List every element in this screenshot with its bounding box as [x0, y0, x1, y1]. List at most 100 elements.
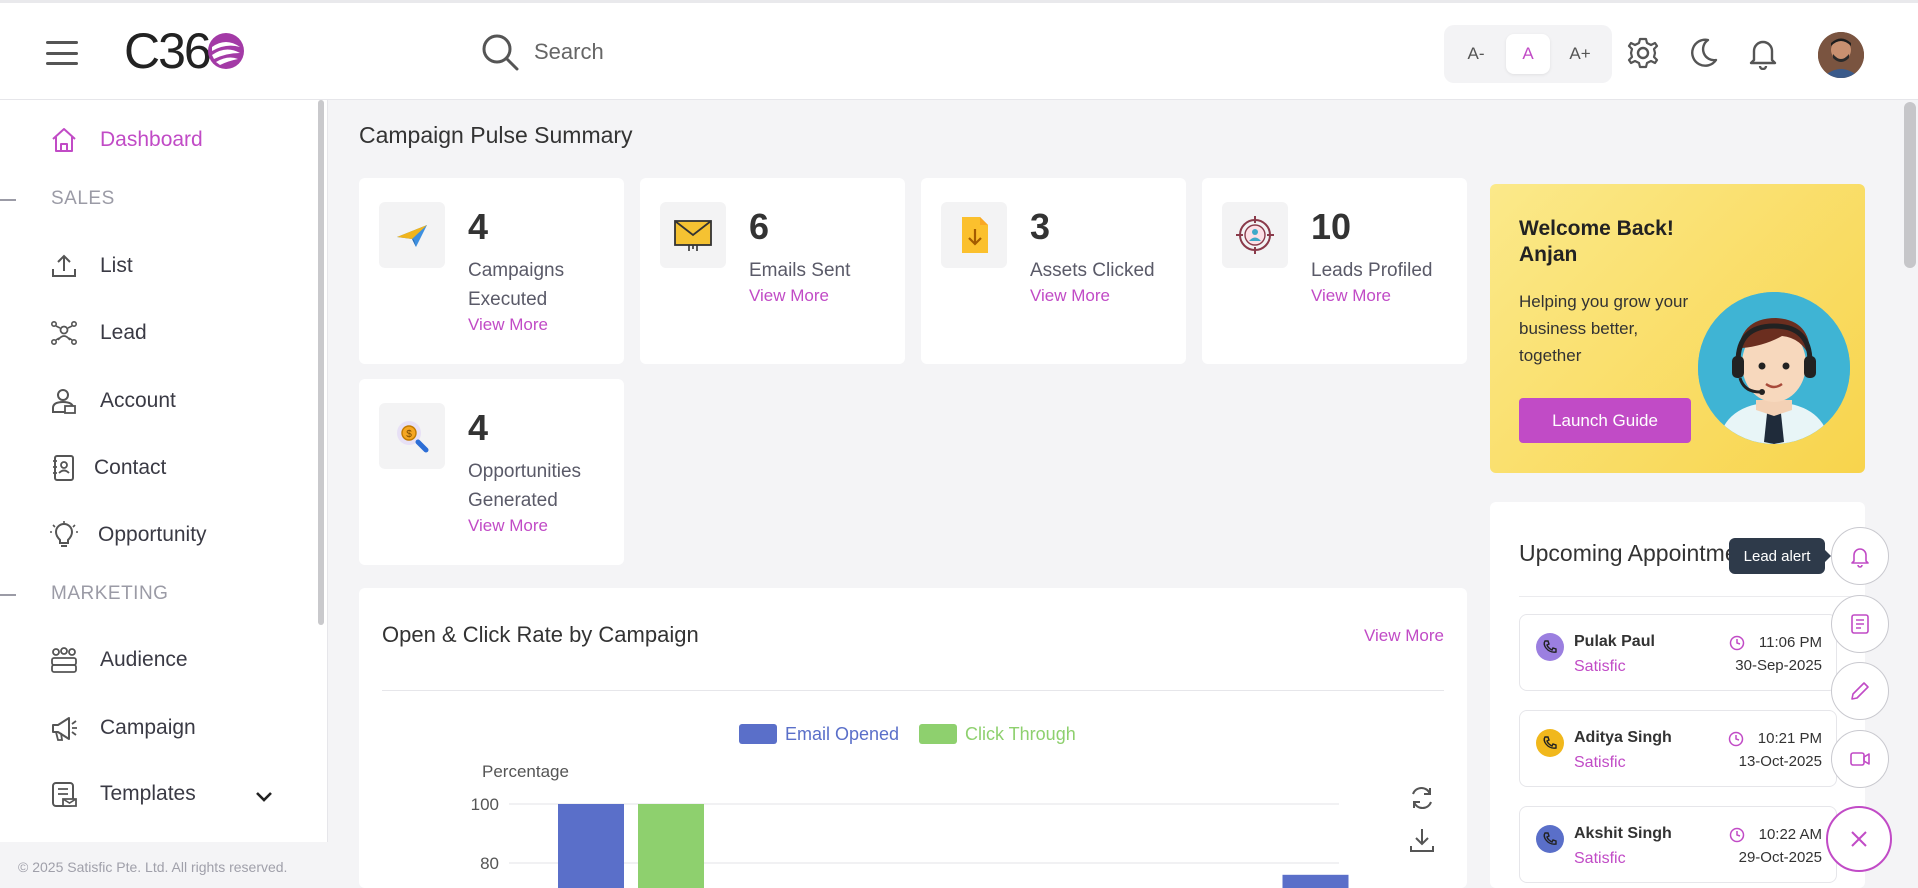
appointment-name: Aditya Singh	[1574, 729, 1672, 746]
hamburger-menu-icon[interactable]	[46, 41, 78, 65]
sidebar-item-contact[interactable]: Contact	[50, 454, 166, 482]
notes-button[interactable]	[1831, 595, 1889, 653]
main-scrollbar[interactable]	[1902, 100, 1918, 888]
app-logo[interactable]: C36	[124, 25, 246, 77]
welcome-card: Welcome Back! Anjan Helping you grow you…	[1490, 184, 1865, 473]
video-call-button[interactable]	[1831, 730, 1889, 788]
notification-bell-icon[interactable]	[1746, 36, 1780, 70]
search-input[interactable]	[534, 39, 954, 65]
appointment-item[interactable]: Pulak Paul Satisfic 11:06 PM 30-Sep-2025	[1519, 614, 1837, 691]
welcome-message: Helping you grow your business better, t…	[1519, 292, 1689, 365]
appointment-time: 10:22 AM	[1729, 826, 1822, 843]
view-more-link[interactable]: View More	[468, 315, 548, 334]
close-icon	[1851, 831, 1867, 847]
chart-view-more-link[interactable]: View More	[1364, 626, 1444, 645]
sidebar-item-label: Account	[100, 389, 176, 412]
chevron-down-icon[interactable]	[254, 790, 274, 804]
lead-alert-tooltip: Lead alert	[1729, 538, 1831, 574]
lead-alert-button[interactable]	[1831, 527, 1889, 585]
megaphone-icon	[50, 714, 78, 742]
sidebar-item-opportunity[interactable]: Opportunity	[50, 521, 207, 549]
close-fab-button[interactable]	[1826, 806, 1892, 872]
view-more-link[interactable]: View More	[749, 286, 829, 305]
top-border	[0, 0, 1918, 3]
audience-group-icon	[50, 646, 78, 674]
legend-swatch	[739, 724, 777, 744]
appointment-time: 10:21 PM	[1728, 730, 1822, 747]
phone-icon	[1536, 825, 1564, 853]
stat-label: Campaigns Executed	[468, 260, 565, 310]
appointment-time-text: 11:06 PM	[1758, 634, 1822, 651]
font-decrease-button[interactable]: A-	[1467, 44, 1485, 63]
welcome-user-name: Anjan	[1519, 243, 1578, 266]
page-title: Campaign Pulse Summary	[359, 122, 633, 148]
sidebar-item-templates[interactable]: Templates	[50, 780, 196, 808]
view-more-link[interactable]: View More	[1030, 286, 1110, 305]
stat-card-opportunities[interactable]: $ 4 Opportunities Generated View More	[359, 379, 624, 565]
chart-bars	[558, 804, 1349, 888]
target-user-icon	[1222, 202, 1288, 268]
dark-mode-moon-icon[interactable]	[1686, 36, 1720, 70]
sidebar-item-audience[interactable]: Audience	[50, 646, 188, 674]
stat-card-campaigns[interactable]: 4 Campaigns Executed View More	[359, 178, 624, 364]
stat-value: 4	[468, 206, 489, 247]
refresh-icon[interactable]	[1408, 784, 1436, 812]
appointment-date: 13-Oct-2025	[1738, 753, 1822, 770]
legend-label: Click Through	[965, 724, 1076, 744]
edit-button[interactable]	[1831, 662, 1889, 720]
chart-gridlines	[509, 803, 1339, 864]
contact-book-icon	[50, 454, 78, 482]
y-tick-labels: 100 80	[471, 795, 499, 873]
sidebar-item-list[interactable]: List	[50, 252, 133, 280]
top-header: C36 A- A A+	[0, 3, 1918, 100]
search-icon	[482, 34, 519, 71]
template-document-icon	[50, 780, 78, 808]
sidebar: Dashboard SALES List Lead Account Contac…	[0, 100, 328, 888]
sidebar-item-label: Audience	[100, 648, 188, 671]
sidebar-item-dashboard[interactable]: Dashboard	[50, 126, 203, 154]
appointment-item[interactable]: Akshit Singh Satisfic 10:22 AM 29-Oct-20…	[1519, 806, 1837, 883]
appointment-org: Satisfic	[1574, 850, 1626, 867]
sidebar-scrollbar[interactable]	[318, 100, 324, 625]
gear-icon[interactable]	[1626, 36, 1660, 70]
sidebar-item-label: Dashboard	[100, 128, 203, 151]
appointment-item[interactable]: Aditya Singh Satisfic 10:21 PM 13-Oct-20…	[1519, 710, 1837, 787]
legend-swatch	[919, 724, 957, 744]
appointment-time: 11:06 PM	[1729, 634, 1822, 651]
stat-card-leads[interactable]: 10 Leads Profiled View More	[1202, 178, 1467, 364]
sidebar-item-account[interactable]: Account	[50, 387, 176, 415]
view-more-link[interactable]: View More	[1311, 286, 1391, 305]
font-increase-button[interactable]: A+	[1569, 44, 1591, 63]
welcome-title: Welcome Back! Anjan	[1519, 216, 1674, 268]
video-icon	[1850, 752, 1870, 766]
avatar-image	[1818, 32, 1864, 78]
support-agent-illustration	[1698, 292, 1850, 444]
font-normal-button[interactable]: A	[1506, 34, 1550, 74]
section-label-marketing: MARKETING	[51, 583, 169, 604]
stat-label: Opportunities Generated	[468, 461, 582, 511]
stat-card-emails[interactable]: 6 Emails Sent View More	[640, 178, 905, 364]
sidebar-item-lead[interactable]: Lead	[50, 319, 147, 347]
bar-click-through	[638, 804, 704, 888]
launch-guide-button[interactable]: Launch Guide	[1519, 398, 1691, 443]
stat-value: 10	[1311, 206, 1352, 247]
copyright-footer: © 2025 Satisfic Pte. Ltd. All rights res…	[0, 842, 328, 888]
logo-text: C36	[124, 23, 212, 79]
search-bar[interactable]	[480, 31, 980, 73]
sidebar-item-label: Lead	[100, 321, 147, 344]
stat-card-assets[interactable]: 3 Assets Clicked View More	[921, 178, 1186, 364]
logo-swirl-icon	[207, 33, 244, 69]
y-tick-label: 100	[471, 795, 499, 814]
sidebar-item-label: List	[100, 254, 133, 277]
view-more-link[interactable]: View More	[468, 516, 548, 535]
section-divider	[0, 594, 16, 596]
sidebar-item-campaign[interactable]: Campaign	[50, 714, 196, 742]
clock-icon	[1729, 635, 1745, 650]
user-avatar[interactable]	[1818, 32, 1864, 78]
stat-value: 3	[1030, 206, 1051, 247]
phone-icon	[1536, 633, 1564, 661]
download-icon[interactable]	[1408, 826, 1436, 854]
main-scrollbar-thumb[interactable]	[1904, 102, 1916, 268]
lightbulb-icon	[50, 521, 78, 549]
chart-title: Open & Click Rate by Campaign	[382, 622, 699, 647]
